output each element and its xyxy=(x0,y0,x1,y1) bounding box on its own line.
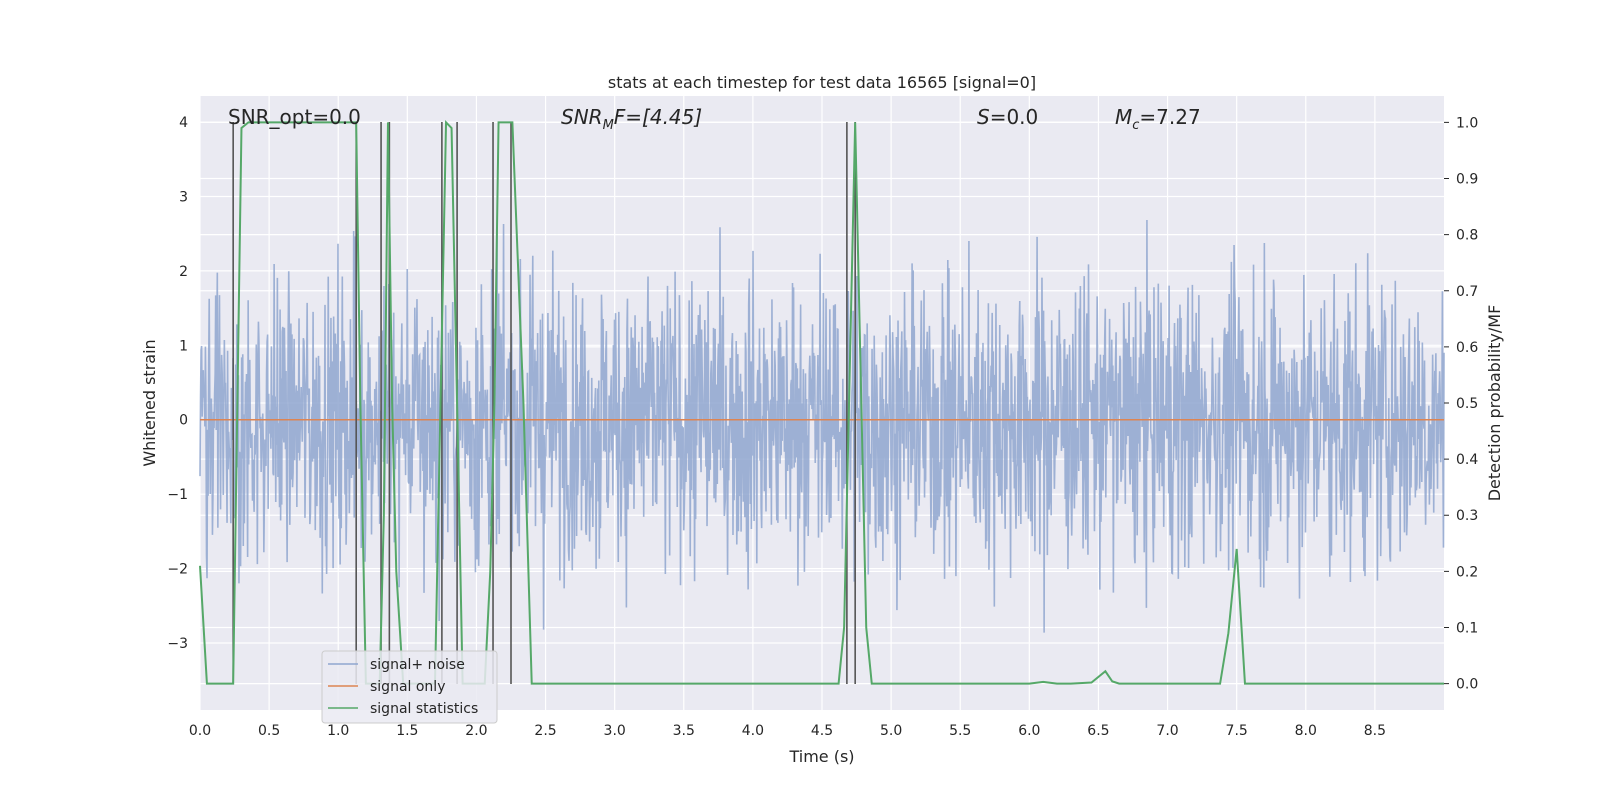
x-tick-label-11: 5.5 xyxy=(949,723,971,739)
annotation-snr-mf: SNRMF=[4.45] xyxy=(561,105,702,133)
y-right-tick-labels: 0.0 0.1 0.2 0.3 0.4 0.5 0.6 0.7 0.8 0.9 1.0 xyxy=(1444,115,1478,693)
y-right-tick-label-2: 0.2 xyxy=(1456,564,1478,580)
annotation-s: S=0.0 xyxy=(977,105,1038,129)
y-tick-label-7: 4 xyxy=(179,115,188,131)
x-tick-label-0: 0.0 xyxy=(189,723,211,739)
x-tick-label-3: 1.5 xyxy=(396,723,418,739)
x-tick-label-14: 7.0 xyxy=(1156,723,1178,739)
y-tick-label-1: −2 xyxy=(167,562,188,578)
x-tick-label-5: 2.5 xyxy=(534,723,556,739)
signal-statistics-line xyxy=(199,119,1444,685)
y-right-tick-label-9: 0.9 xyxy=(1456,172,1478,188)
x-tick-label-17: 8.5 xyxy=(1364,723,1386,739)
y-right-tick-label-8: 0.8 xyxy=(1456,228,1478,244)
x-tick-label-4: 2.0 xyxy=(465,723,487,739)
series-signal-statistics xyxy=(199,119,1444,685)
y-tick-label-5: 2 xyxy=(179,264,188,280)
y-axis-label: Whitened strain xyxy=(140,339,159,466)
y-right-tick-label-5: 0.5 xyxy=(1456,396,1478,412)
legend-label-signal-statistics: signal statistics xyxy=(370,701,478,717)
y-tick-label-6: 3 xyxy=(179,189,188,205)
y-right-tick-label-7: 0.7 xyxy=(1456,284,1478,300)
y-right-tick-label-4: 0.4 xyxy=(1456,452,1478,468)
annotation-snr-opt: SNR_opt=0.0 xyxy=(228,105,361,129)
x-tick-label-13: 6.5 xyxy=(1087,723,1109,739)
y-tick-label-0: −3 xyxy=(167,636,188,652)
y-right-tick-label-3: 0.3 xyxy=(1456,508,1478,524)
legend-box xyxy=(321,650,498,724)
x-tick-label-6: 3.0 xyxy=(604,723,626,739)
y-tick-label-4: 1 xyxy=(179,338,188,354)
x-tick-label-16: 8.0 xyxy=(1295,723,1317,739)
x-tick-label-9: 4.5 xyxy=(811,723,833,739)
y-right-tick-label-6: 0.6 xyxy=(1456,340,1478,356)
x-tick-label-10: 5.0 xyxy=(880,723,902,739)
x-tick-label-7: 3.5 xyxy=(673,723,695,739)
x-tick-label-2: 1.0 xyxy=(327,723,349,739)
annotation-mc: Mc=7.27 xyxy=(1115,105,1201,133)
x-tick-label-15: 7.5 xyxy=(1226,723,1248,739)
y-tick-label-2: −1 xyxy=(167,487,188,503)
legend-label-signal-only: signal only xyxy=(370,679,445,695)
y-right-tick-label-10: 1.0 xyxy=(1456,115,1478,131)
x-axis-label: Time (s) xyxy=(788,747,854,766)
y-right-tick-label-0: 0.0 xyxy=(1456,677,1478,693)
y-tick-label-3: 0 xyxy=(179,413,188,429)
y-right-tick-label-1: 0.1 xyxy=(1456,620,1478,636)
chart-title: stats at each timestep for test data 165… xyxy=(608,73,1036,92)
x-tick-label-12: 6.0 xyxy=(1018,723,1040,739)
noise-series-signal-plus-noise xyxy=(199,219,1445,633)
x-tick-label-8: 4.0 xyxy=(742,723,764,739)
y-right-axis-label: Detection probability/MF xyxy=(1485,305,1504,502)
noise-line xyxy=(199,219,1445,633)
x-tick-labels: 0.0 0.5 1.0 1.5 2.0 2.5 3.0 3.5 4.0 4.5 5.0 5.5 6.0 6… xyxy=(189,723,1386,739)
legend-label-signal-plus-noise: signal+ noise xyxy=(370,657,465,673)
legend: signal+ noise signal only signal statist… xyxy=(321,650,498,724)
x-tick-label-1: 0.5 xyxy=(258,723,280,739)
y-tick-labels: −3 −2 −1 0 1 2 3 4 xyxy=(167,115,188,652)
